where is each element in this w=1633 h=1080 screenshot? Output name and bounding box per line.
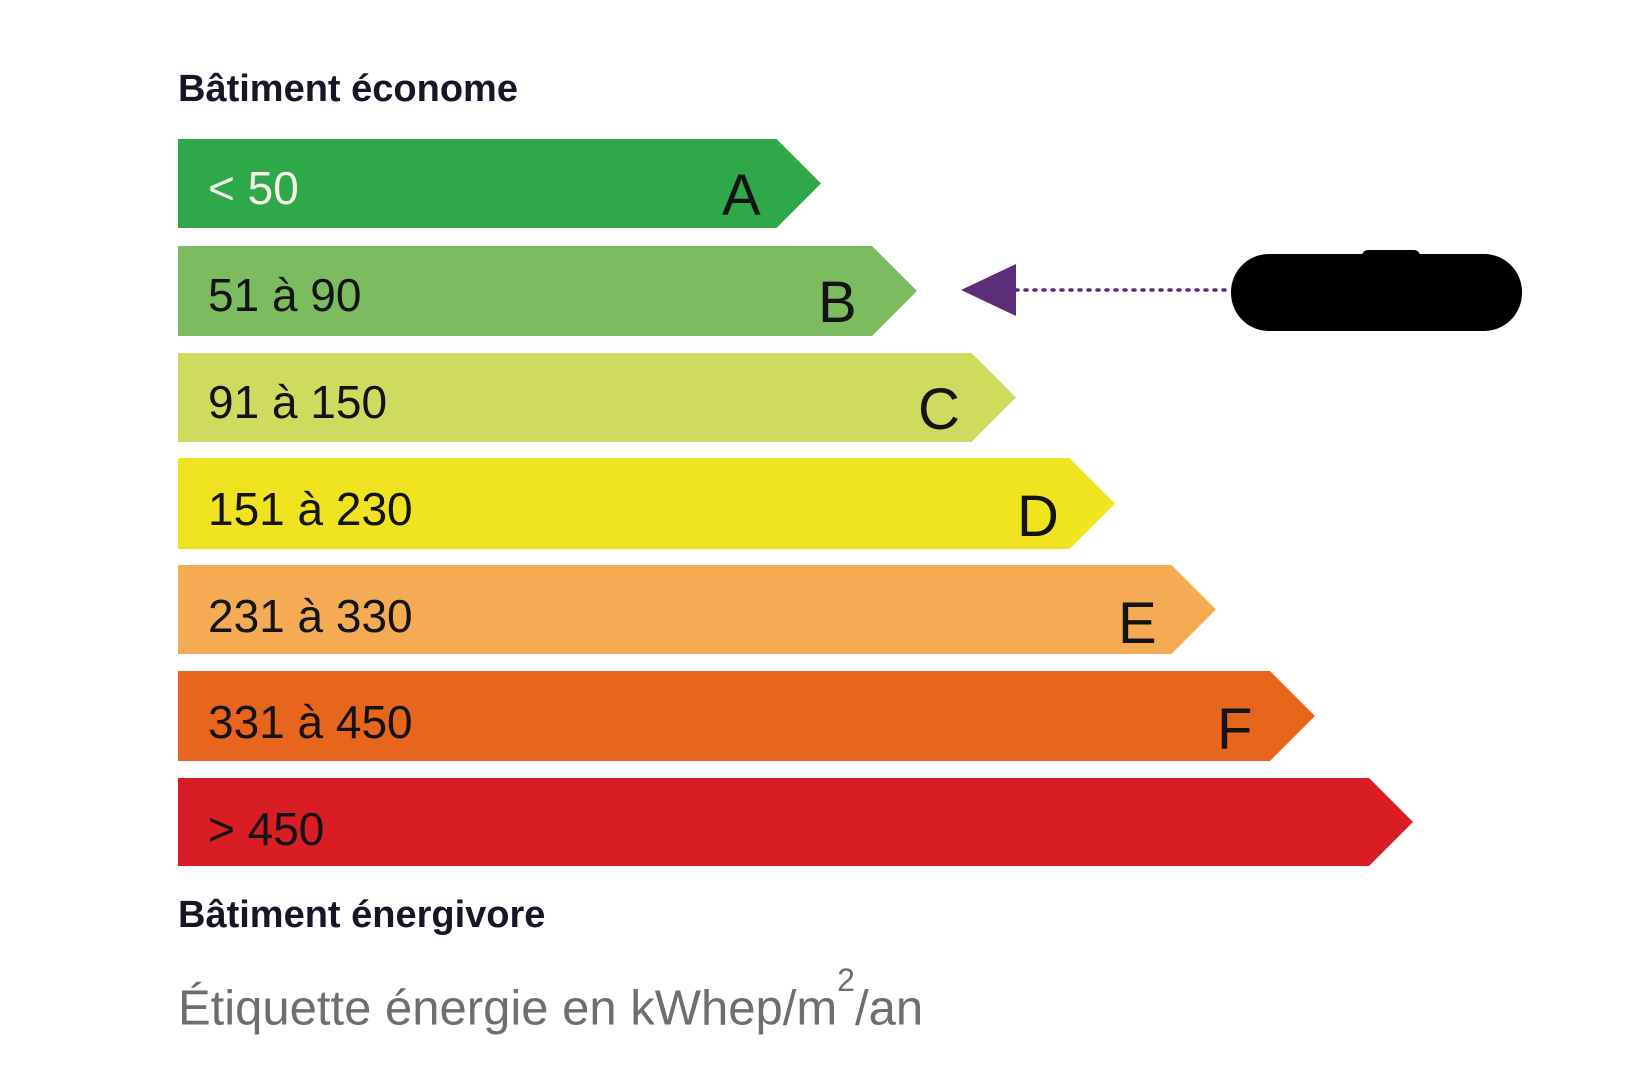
svg-text:> 450: > 450 — [208, 803, 324, 855]
svg-text:A: A — [722, 163, 761, 228]
svg-text:< 50: < 50 — [208, 162, 299, 214]
svg-text:D: D — [1017, 484, 1059, 549]
svg-text:91 à 150: 91 à 150 — [208, 376, 387, 428]
svg-text:231 à 330: 231 à 330 — [208, 590, 413, 642]
svg-text:151 à 230: 151 à 230 — [208, 483, 413, 535]
svg-text:331 à 450: 331 à 450 — [208, 696, 413, 748]
svg-text:51 à 90: 51 à 90 — [208, 269, 361, 321]
svg-text:B: B — [818, 270, 857, 335]
svg-text:E: E — [1118, 591, 1157, 656]
svg-text:F: F — [1217, 697, 1252, 762]
svg-text:C: C — [918, 377, 960, 442]
